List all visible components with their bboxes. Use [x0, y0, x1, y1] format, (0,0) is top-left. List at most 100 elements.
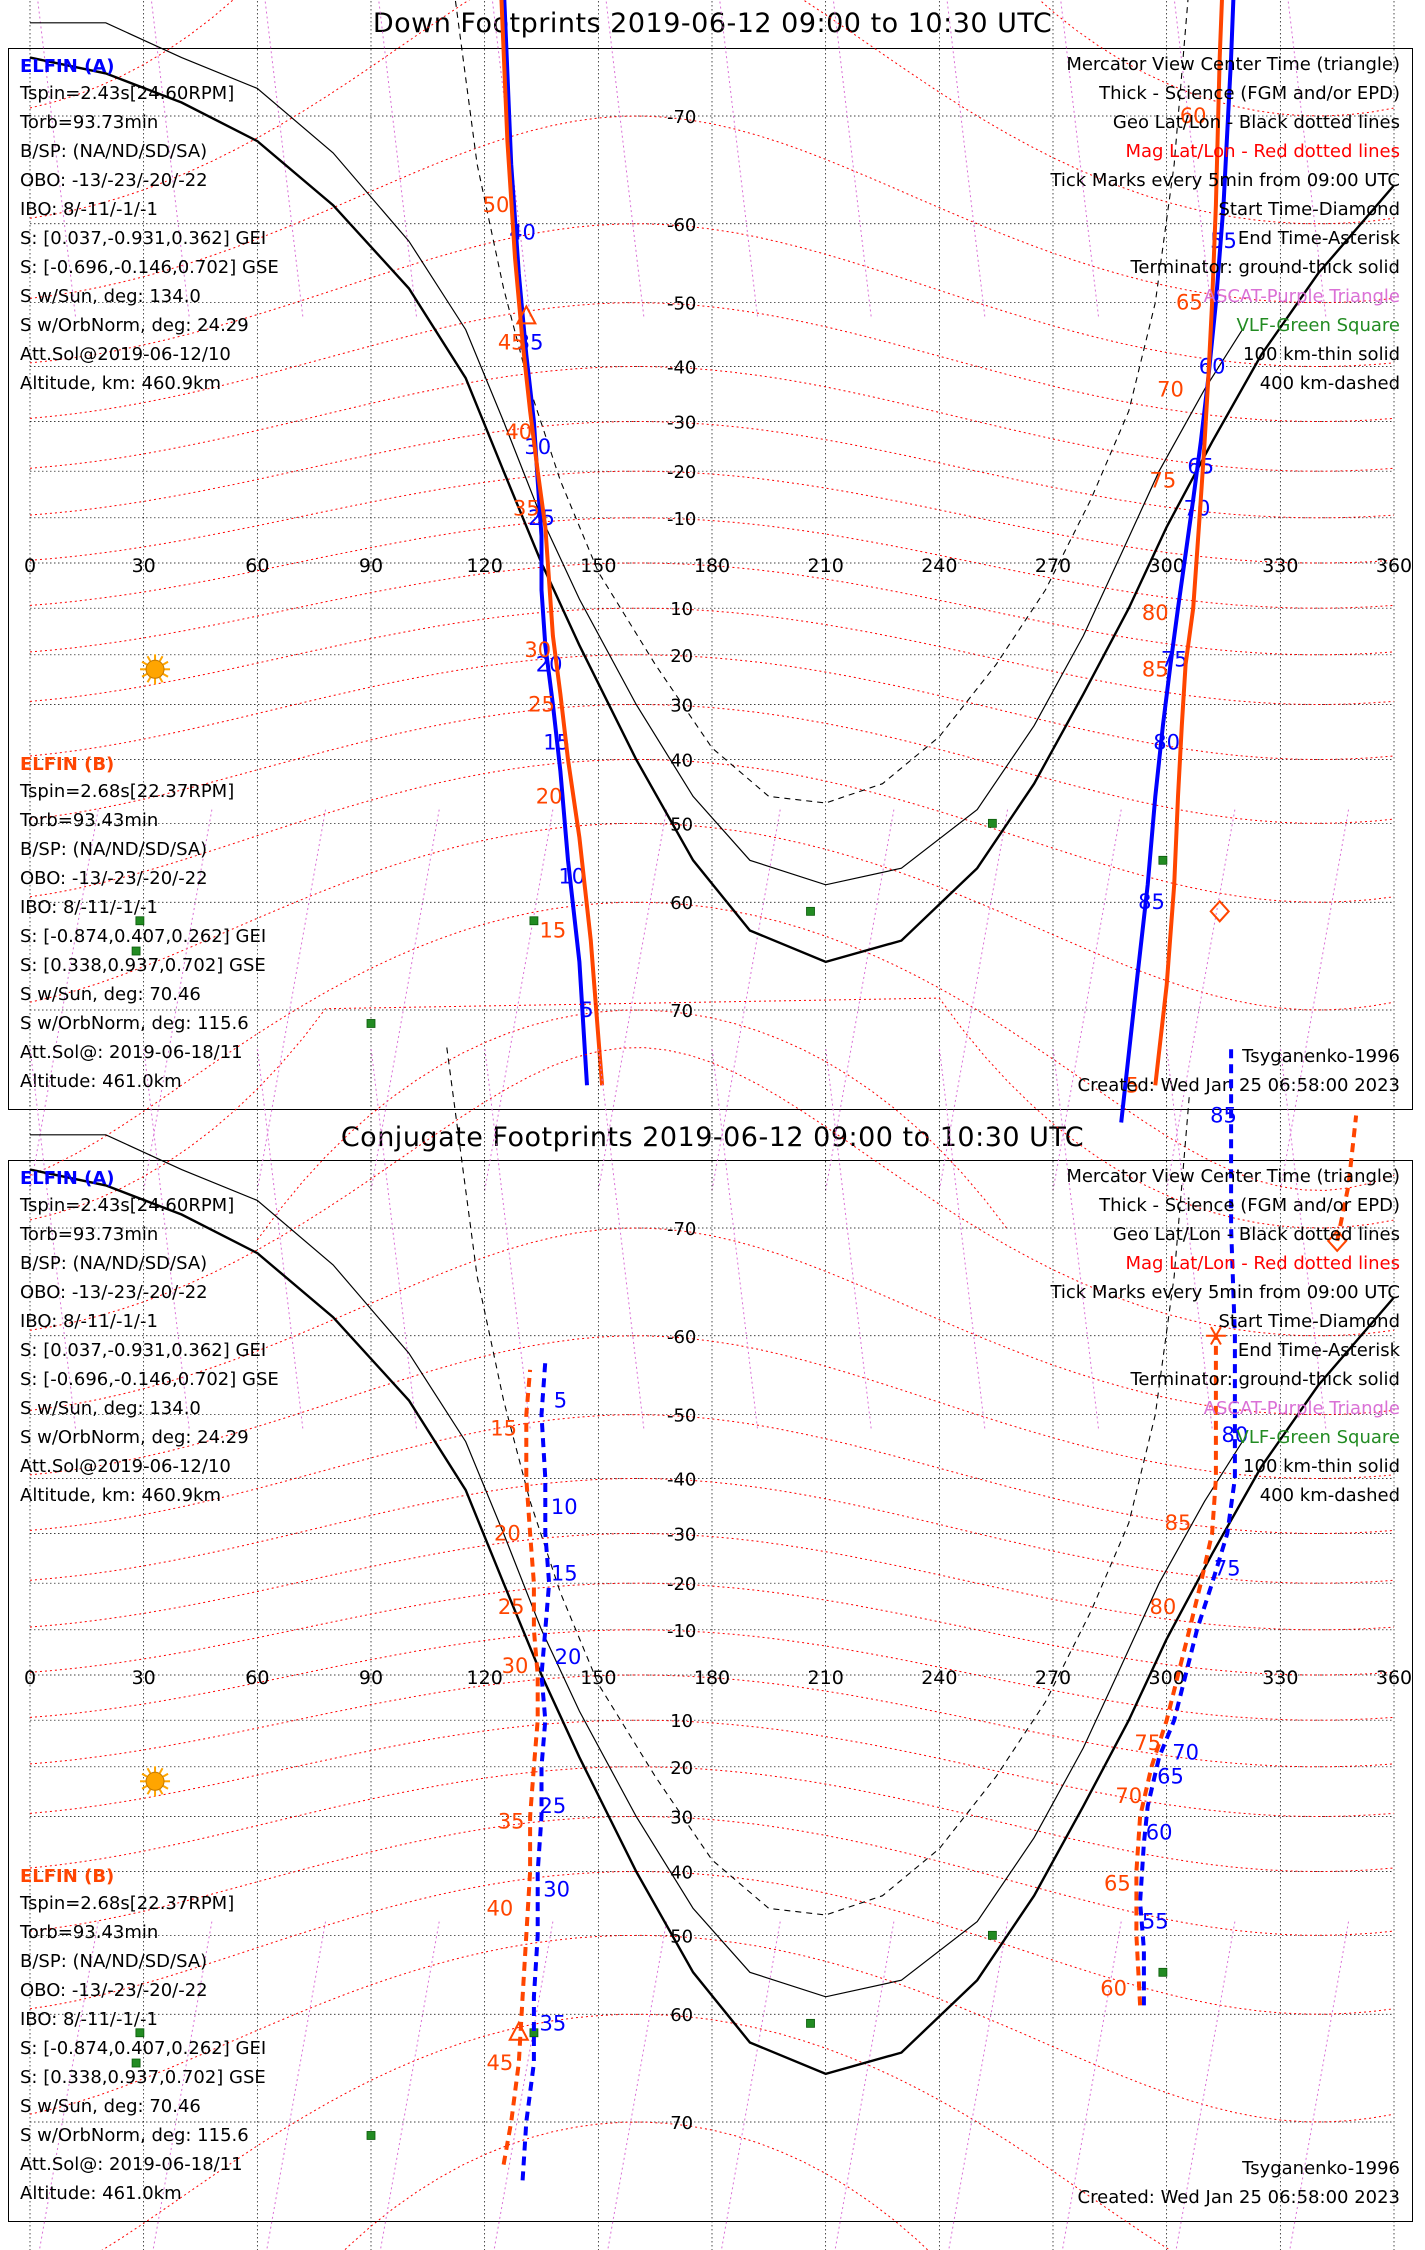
time-tick-label: 25 — [498, 1595, 525, 1619]
sun-ray — [158, 1788, 164, 1795]
mag-meridian — [150, 0, 190, 317]
info-b-line: S: [0.338,0.937,0.702] GSE — [20, 955, 266, 976]
info-a-line: OBO: -13/-23/-20/-22 — [20, 170, 208, 191]
mag-parallel — [29, 1335, 1395, 1480]
start-diamond-icon — [1326, 1229, 1348, 1253]
lat-tick-label: -50 — [667, 294, 696, 315]
lon-tick-label: 90 — [359, 555, 383, 577]
legend-entry: Tick Marks every 5min from 09:00 UTC — [1049, 1282, 1400, 1303]
lon-tick-label: 330 — [1262, 555, 1298, 577]
info-a-line: S w/OrbNorm, deg: 24.29 — [20, 315, 249, 336]
time-tick-label: 5 — [554, 1388, 567, 1412]
mag-parallel — [29, 1629, 1395, 1721]
lat-tick-label: 10 — [670, 1711, 693, 1732]
mag-parallel — [29, 1674, 1395, 1768]
time-tick-label: 75 — [1214, 1557, 1241, 1581]
time-tick-label: 60 — [1180, 104, 1207, 128]
legend-entry: Thick - Science (FGM and/or EPD) — [1098, 83, 1400, 104]
lon-tick-label: 240 — [921, 555, 957, 577]
lon-tick-label: 0 — [24, 555, 36, 577]
info-b-line: OBO: -13/-23/-20/-22 — [20, 868, 208, 889]
terminator-400km — [446, 1047, 1190, 1916]
mag-meridian — [264, 0, 304, 317]
legend-entry: ASCAT-Purple Triangle — [1204, 1398, 1400, 1419]
time-tick-label: 15 — [551, 1562, 578, 1586]
info-b-line: OBO: -13/-23/-20/-22 — [20, 1980, 208, 2001]
sun-ray — [146, 1788, 152, 1795]
lat-tick-label: -30 — [667, 1525, 696, 1546]
vlf-square-icon — [366, 1019, 376, 1028]
mag-meridian — [834, 1921, 895, 2250]
time-tick-label: 65 — [1104, 1871, 1131, 1895]
legend-entry: Mercator View Center Time (triangle) — [1066, 54, 1400, 75]
info-b-line: B/SP: (NA/ND/SD/SA) — [20, 839, 207, 860]
footprint-track — [499, 0, 605, 1086]
info-a-line: S: [-0.696,-0.146,0.702] GSE — [20, 1369, 279, 1390]
time-tick-label: 30 — [502, 1654, 529, 1678]
footprint-track — [520, 1361, 552, 2181]
lon-tick-label: 30 — [132, 555, 156, 577]
time-tick-label: 30 — [524, 638, 551, 662]
mag-meridian — [370, 809, 440, 1191]
time-tick-label: 20 — [494, 1522, 521, 1546]
terminator-100km — [30, 1134, 1243, 1998]
footprint-track — [1335, 1115, 1359, 1242]
time-tick-label: 80 — [1142, 601, 1169, 625]
footprint-track — [502, 0, 589, 1086]
time-tick-label: 85 — [1142, 657, 1169, 681]
mag-meridian — [597, 809, 668, 1191]
lon-tick-label: 180 — [694, 1667, 730, 1689]
info-a-line: S: [0.037,-0.931,0.362] GEI — [20, 228, 266, 249]
sun-ray — [158, 676, 164, 683]
info-a-line: S: [0.037,-0.931,0.362] GEI — [20, 1340, 266, 1361]
mag-meridian — [1173, 0, 1213, 317]
legend-entry: VLF-Green Square — [1237, 315, 1400, 336]
time-tick-label: 65 — [1176, 291, 1203, 315]
lon-tick-label: 150 — [580, 555, 616, 577]
time-tick-label: 30 — [543, 1878, 570, 1902]
time-tick-label: 80 — [1150, 1595, 1177, 1619]
info-a-line: Torb=93.73min — [19, 112, 158, 133]
time-tick-label: 40 — [486, 1896, 513, 1920]
vlf-square-icon — [135, 2028, 145, 2038]
vlf-square-icon — [135, 916, 145, 926]
legend-entry: VLF-Green Square — [1237, 1427, 1400, 1448]
time-tick-label: 25 — [528, 692, 555, 716]
time-tick-label: 70 — [1157, 377, 1184, 401]
mag-meridian — [946, 0, 986, 317]
lon-tick-label: 120 — [467, 1667, 503, 1689]
lon-tick-label: 210 — [808, 555, 844, 577]
info-a-line: Att.Sol@2019-06-12/10 — [20, 344, 231, 365]
mag-parallel — [29, 302, 1395, 423]
model-label: Tsyganenko-1996 — [1241, 2158, 1400, 2179]
mag-meridian — [948, 1921, 1009, 2250]
lat-tick-label: 50 — [670, 814, 693, 835]
mag-parallel — [29, 420, 1395, 519]
info-a-line: OBO: -13/-23/-20/-22 — [20, 1282, 208, 1303]
lon-tick-label: 300 — [1149, 555, 1185, 577]
info-a-line: S w/Sun, deg: 134.0 — [20, 1398, 201, 1419]
created-timestamp: Created: Wed Jan 25 06:58:00 2023 — [1078, 1075, 1400, 1096]
time-tick-label: 30 — [524, 435, 551, 459]
lat-tick-label: -60 — [667, 215, 696, 236]
mag-parallel — [29, 517, 1395, 609]
sun-ray — [141, 660, 148, 666]
mag-parallel — [29, 223, 1395, 368]
mag-parallel — [256, 1009, 1008, 1241]
lat-tick-label: -70 — [667, 1219, 696, 1240]
lon-tick-label: 60 — [245, 555, 269, 577]
legend-entry: Terminator: ground-thick solid — [1129, 257, 1400, 278]
info-b-line: Altitude: 461.0km — [20, 2183, 182, 2204]
sun-ray — [141, 672, 148, 678]
time-tick-label: 45 — [486, 2051, 513, 2075]
map-panel-down: 0 30 60 90 120 150 180 210 240 270 300 330 360 70 60 50… — [19, 0, 1412, 1241]
lat-tick-label: -20 — [667, 1574, 696, 1595]
mag-parallel — [29, 1047, 1395, 1337]
info-b-line: B/SP: (NA/ND/SD/SA) — [20, 1951, 207, 1972]
vlf-square-icon — [131, 946, 141, 956]
time-tick-label: 85 — [1210, 1104, 1237, 1128]
vlf-square-icon — [806, 2018, 815, 2028]
lon-tick-label: 240 — [921, 1667, 957, 1689]
time-tick-label: 20 — [536, 784, 563, 808]
